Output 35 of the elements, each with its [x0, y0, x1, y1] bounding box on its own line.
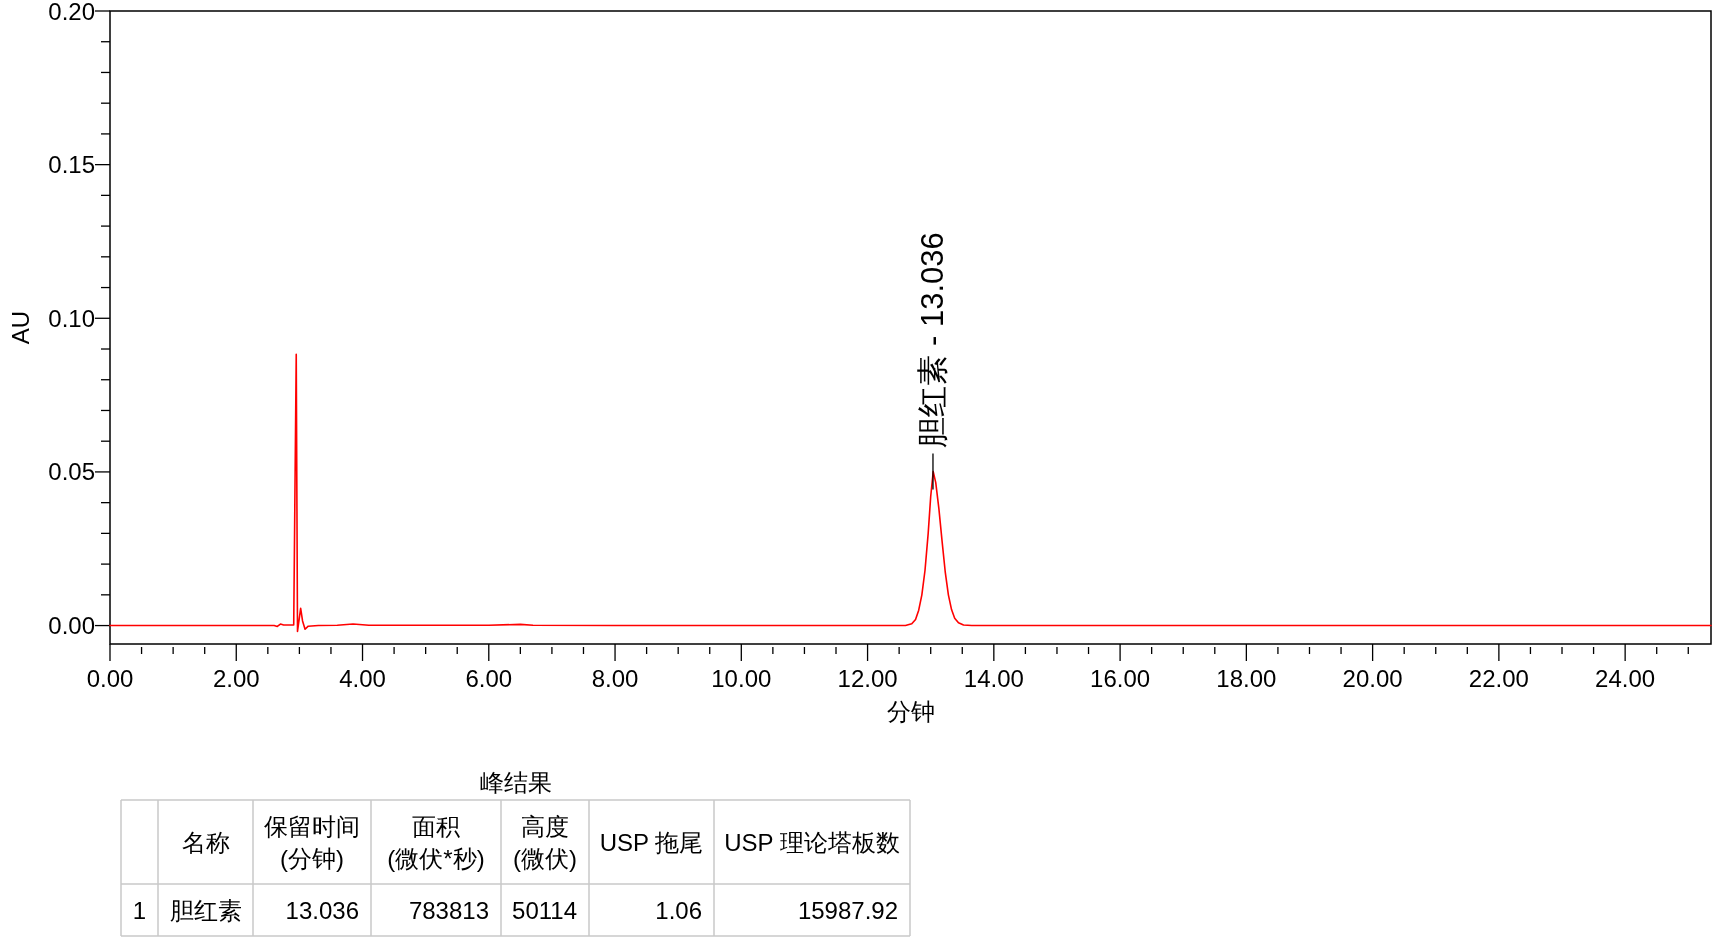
- text: 高度 (微伏): [513, 812, 577, 872]
- text: 峰结果: [479, 768, 552, 796]
- text: 名称: [181, 828, 230, 856]
- x-tick-label: 14.00: [963, 665, 1024, 692]
- text: 1: [132, 896, 147, 924]
- x-tick-label: 8.00: [591, 665, 639, 692]
- y-axis-title: AU: [6, 310, 34, 345]
- x-tick-label: 12.00: [837, 665, 898, 692]
- annotation: 胆红素 - 13.036: [915, 232, 951, 448]
- y-tick-label: 0.05: [48, 458, 95, 486]
- y-tick-label: 0.15: [48, 151, 95, 179]
- text: 胆红素: [169, 896, 242, 924]
- text: 50114: [512, 896, 577, 924]
- x-tick-label: 18.00: [1216, 665, 1277, 692]
- x-tick-label: 24.00: [1595, 665, 1656, 692]
- text: 13.036: [285, 896, 359, 924]
- x-tick-label: 10.00: [711, 665, 772, 692]
- x-tick-label: 20.00: [1342, 665, 1403, 692]
- text: USP 理论塔板数: [724, 828, 900, 856]
- text: 783813: [408, 896, 489, 924]
- x-tick-label: 6.00: [465, 665, 513, 692]
- text: USP 拖尾: [599, 828, 704, 856]
- x-tick-label: 0.00: [86, 665, 134, 692]
- x-tick-label: 16.00: [1090, 665, 1151, 692]
- text: 保留时间 (分钟): [264, 812, 360, 872]
- y-tick-label: 0.10: [48, 304, 95, 332]
- text: 1.06: [655, 896, 702, 924]
- x-tick-label: 2.00: [212, 665, 260, 692]
- x-tick-label: 4.00: [339, 665, 386, 692]
- x-axis-title: 分钟: [886, 698, 935, 725]
- x-tick-label: 22.00: [1468, 665, 1529, 692]
- y-tick-label: 0.00: [48, 612, 95, 640]
- y-tick-label: 0.20: [48, 0, 95, 25]
- text: 面积 (微伏*秒): [387, 812, 485, 872]
- text: 15987.92: [797, 896, 898, 924]
